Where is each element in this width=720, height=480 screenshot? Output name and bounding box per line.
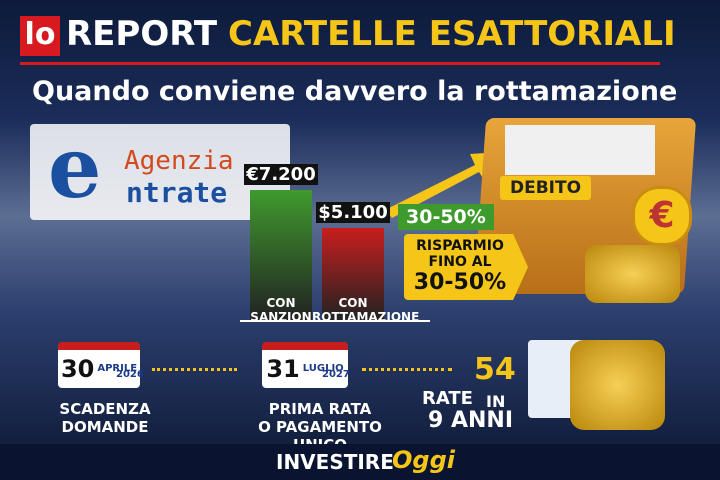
arrow <box>385 152 502 218</box>
rate-term: 9 ANNI <box>428 408 514 433</box>
day: 31 <box>266 355 300 383</box>
calendar-2: 31 LUGLIO <box>262 342 348 388</box>
connector <box>152 368 237 371</box>
tag-value: 30-50% <box>413 270 507 295</box>
coins <box>570 340 665 430</box>
calendar-1: 30 APRILE <box>58 342 140 388</box>
logo-line1: Agenzia <box>124 146 234 176</box>
title-yellow: CARTELLE ESATTORIALI <box>228 14 676 54</box>
footer-bar <box>0 444 720 480</box>
euro-coin: € <box>632 186 692 246</box>
chart-baseline <box>240 320 430 322</box>
month: APRILE <box>97 363 138 374</box>
bar <box>250 190 312 320</box>
month: LUGLIO <box>302 363 344 374</box>
bar-value-label: €7.200 <box>244 164 318 185</box>
logo-line2: ntrate <box>126 176 228 209</box>
category-label: CON SANZION <box>250 296 312 324</box>
folder-label: DEBITO <box>500 176 592 200</box>
caption-1: SCADENZA DOMANDE <box>59 400 151 436</box>
header-rule <box>20 62 660 65</box>
brand-badge: lo <box>20 16 60 56</box>
subtitle: Quando conviene davvero la rottamazione <box>32 76 678 107</box>
category-label: CON ROTTAMAZIONE <box>312 296 420 324</box>
rate-number: 54 <box>474 352 516 387</box>
arrow-label: 30-50% <box>398 204 494 230</box>
title-white: REPORT <box>66 14 218 54</box>
year: 2027 <box>322 369 350 380</box>
folder-papers <box>505 125 655 175</box>
logo-letter: e <box>48 118 102 217</box>
bar-value-label: $5.100 <box>316 201 390 223</box>
savings-tag <box>404 234 528 300</box>
coins <box>585 245 680 303</box>
bar <box>322 227 384 320</box>
tag-text: RISPARMIO FINO AL <box>416 238 504 270</box>
footer-brand-accent: Oggi <box>392 446 455 474</box>
connector <box>362 368 452 371</box>
rate-prep: IN <box>486 392 506 411</box>
day: 30 <box>60 355 95 383</box>
rate-word: RATE <box>422 388 473 409</box>
footer-brand: INVESTIRE <box>276 450 394 474</box>
year: 2026 <box>116 369 144 380</box>
